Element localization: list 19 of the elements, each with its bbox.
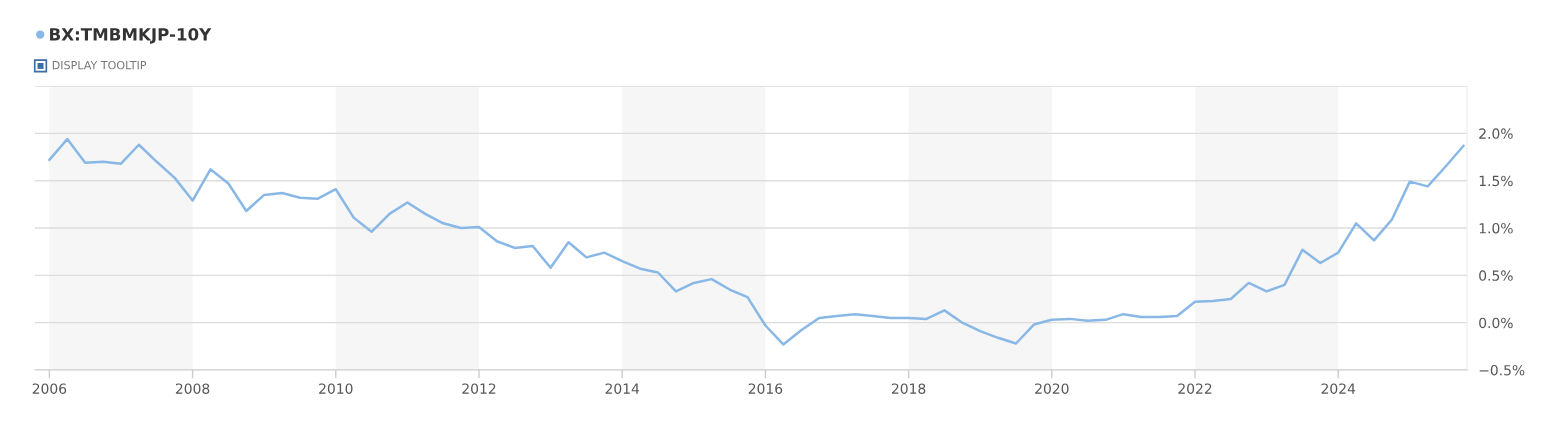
x-tick-label: 2012 [462, 383, 496, 394]
text: DISPLAY TOOLTIP [52, 60, 147, 70]
y-tick-label: −0.5% [1479, 364, 1525, 376]
x-tick-label: 2006 [32, 383, 67, 394]
x-tick-label: 2022 [1178, 383, 1212, 394]
line-series [48, 137, 1465, 346]
y-tick-label: 1.5% [1479, 175, 1513, 187]
y-tick-label: 0.0% [1479, 317, 1513, 329]
y-tick-label: 2.0% [1479, 128, 1513, 139]
x-tick-label: 2020 [1035, 383, 1069, 394]
x-tick-label: 2010 [319, 383, 353, 394]
x-tick-label: 2024 [1321, 383, 1356, 394]
y-tick-label: 0.5% [1479, 270, 1513, 281]
x-tick-label: 2016 [748, 383, 783, 394]
y-tick-label: 1.0% [1479, 223, 1513, 234]
x-tick-label: 2008 [175, 383, 210, 394]
x-tick-label: 2018 [891, 383, 926, 394]
x-tick-label: 2014 [605, 383, 640, 394]
legend-label: BX:TMBMKJP-10Y [50, 28, 212, 44]
